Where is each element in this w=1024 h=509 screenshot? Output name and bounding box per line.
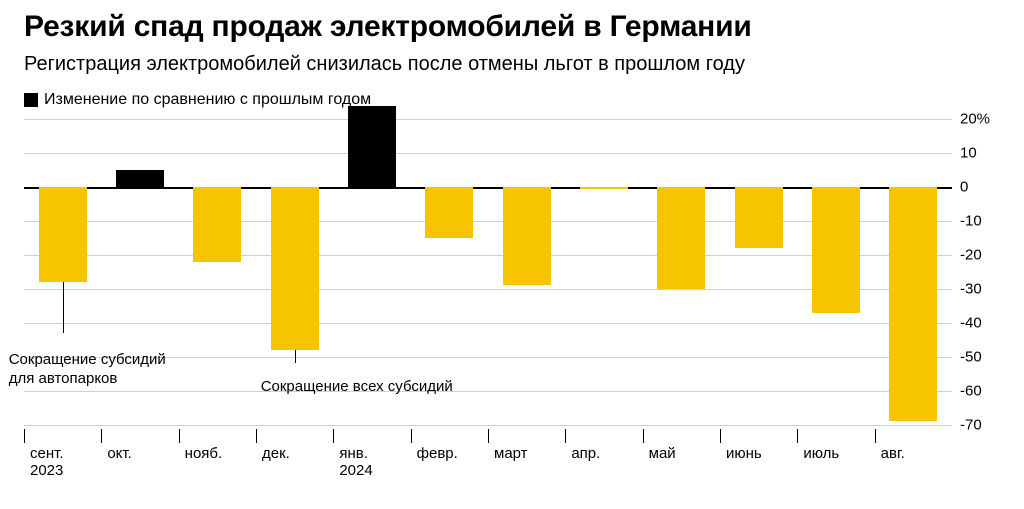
bar: [116, 170, 164, 187]
x-axis-label: май: [649, 445, 676, 462]
y-axis-label: -10: [960, 213, 982, 230]
bar: [193, 187, 241, 262]
y-axis-label: 0: [960, 179, 968, 196]
legend-label: Изменение по сравнению с прошлым годом: [44, 91, 371, 109]
y-axis-label: -30: [960, 280, 982, 297]
grid-line: [24, 391, 952, 392]
bar: [580, 187, 628, 189]
x-tick: [720, 429, 721, 443]
x-axis-label: апр.: [571, 445, 600, 462]
y-axis-label: -60: [960, 382, 982, 399]
annotation-line: [63, 282, 64, 333]
x-tick: [797, 429, 798, 443]
annotation-label: Сокращение всех субсидий: [261, 377, 453, 397]
bar: [812, 187, 860, 312]
x-tick: [24, 429, 25, 443]
y-axis-label: -50: [960, 348, 982, 365]
bar: [657, 187, 705, 289]
y-axis-label: -40: [960, 314, 982, 331]
grid-line: [24, 119, 952, 120]
x-tick: [101, 429, 102, 443]
x-tick: [875, 429, 876, 443]
y-axis-label: -70: [960, 416, 982, 433]
y-axis-label: 20%: [960, 111, 990, 128]
legend-swatch: [24, 93, 38, 107]
x-tick: [256, 429, 257, 443]
legend: Изменение по сравнению с прошлым годом: [24, 91, 1000, 109]
bar-chart: 20% 10 0 -10 -20 -30 -40 -50 -60 -70 сент.2023 окт.…: [24, 113, 1000, 483]
bar: [735, 187, 783, 248]
x-axis-label: сент.2023: [30, 445, 64, 479]
x-tick: [643, 429, 644, 443]
x-axis-label: июнь: [726, 445, 762, 462]
x-tick: [488, 429, 489, 443]
grid-line: [24, 425, 952, 426]
x-axis-label: нояб.: [185, 445, 223, 462]
chart-subtitle: Регистрация электромобилей снизилась пос…: [24, 51, 1000, 77]
y-axis-label: -20: [960, 246, 982, 263]
x-tick: [411, 429, 412, 443]
grid-line: [24, 153, 952, 154]
x-tick: [333, 429, 334, 443]
bar: [271, 187, 319, 350]
bar: [889, 187, 937, 421]
x-tick: [565, 429, 566, 443]
x-axis-label: июль: [803, 445, 839, 462]
x-axis-label: февр.: [417, 445, 458, 462]
x-axis-label: янв.2024: [339, 445, 372, 479]
bar: [348, 106, 396, 187]
grid-line: [24, 323, 952, 324]
x-axis-label: авг.: [881, 445, 905, 462]
x-tick: [179, 429, 180, 443]
y-axis-label: 10: [960, 145, 977, 162]
bar: [425, 187, 473, 238]
annotation-label: Сокращение субсидийдля автопарков: [9, 350, 166, 389]
bar: [39, 187, 87, 282]
x-axis-label: март: [494, 445, 528, 462]
x-axis-label: дек.: [262, 445, 290, 462]
bar: [503, 187, 551, 285]
x-axis-label: окт.: [107, 445, 131, 462]
annotation-line: [295, 350, 296, 364]
chart-title: Резкий спад продаж электромобилей в Герм…: [24, 10, 1000, 45]
